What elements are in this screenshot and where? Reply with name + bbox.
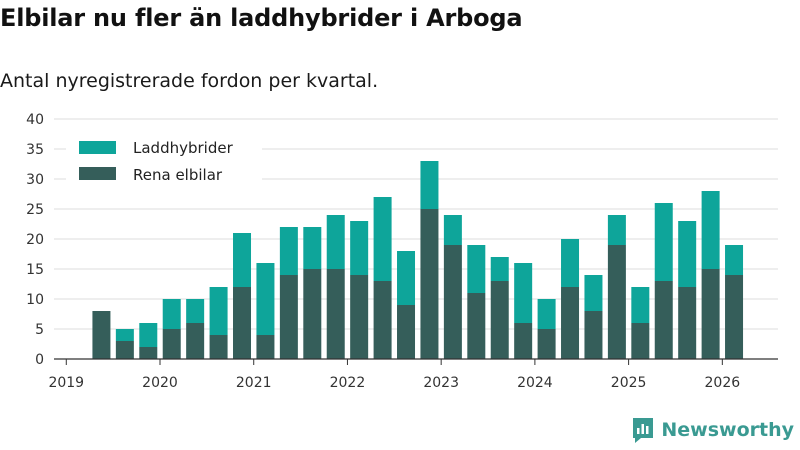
x-tick-label: 2024 <box>517 375 553 391</box>
brand-name: Newsworthy <box>661 419 794 441</box>
bar-rena-elbilar <box>397 305 416 359</box>
bar-rena-elbilar <box>92 311 111 359</box>
bar-rena-elbilar <box>654 281 673 359</box>
bar-rena-elbilar <box>303 269 322 359</box>
bar-laddhybrider <box>397 251 416 305</box>
bar-laddhybrider <box>490 257 509 281</box>
y-tick-label: 5 <box>35 322 44 338</box>
bar-rena-elbilar <box>233 287 252 359</box>
bar-rena-elbilar <box>607 245 626 359</box>
y-tick-label: 0 <box>35 352 44 368</box>
bar-laddhybrider <box>256 263 275 335</box>
x-tick-label: 2023 <box>423 375 459 391</box>
legend-label-laddhybrider: Laddhybrider <box>133 139 234 157</box>
bar-rena-elbilar <box>186 323 205 359</box>
legend-label-rena-elbilar: Rena elbilar <box>133 166 223 184</box>
brand-logo: Newsworthy <box>631 416 794 444</box>
x-tick-label: 2022 <box>330 375 366 391</box>
bar-laddhybrider <box>537 299 556 329</box>
bar-laddhybrider <box>115 329 134 341</box>
bar-laddhybrider <box>162 299 181 329</box>
bar-rena-elbilar <box>631 323 650 359</box>
bar-laddhybrider <box>139 323 158 347</box>
bar-laddhybrider <box>279 227 298 275</box>
bar-rena-elbilar <box>537 329 556 359</box>
bar-laddhybrider <box>303 227 322 269</box>
y-tick-label: 25 <box>26 202 44 218</box>
bar-rena-elbilar <box>701 269 720 359</box>
bar-rena-elbilar <box>279 275 298 359</box>
bar-rena-elbilar <box>420 209 439 359</box>
bar-rena-elbilar <box>326 269 345 359</box>
newsworthy-logo-icon <box>633 418 654 443</box>
bar-laddhybrider <box>350 221 369 275</box>
bar-rena-elbilar <box>725 275 744 359</box>
bar-laddhybrider <box>514 263 533 323</box>
bar-laddhybrider <box>725 245 744 275</box>
bar-laddhybrider <box>561 239 580 287</box>
bar-laddhybrider <box>701 191 720 269</box>
y-tick-label: 40 <box>26 112 44 128</box>
bar-rena-elbilar <box>115 341 134 359</box>
bar-rena-elbilar <box>350 275 369 359</box>
x-tick-label: 2021 <box>236 375 272 391</box>
bar-laddhybrider <box>607 215 626 245</box>
x-tick-label: 2020 <box>142 375 178 391</box>
chart-title: Elbilar nu fler än laddhybrider i Arboga <box>0 4 523 32</box>
bar-rena-elbilar <box>373 281 392 359</box>
bar-rena-elbilar <box>139 347 158 359</box>
bar-rena-elbilar <box>209 335 228 359</box>
x-tick-label: 2026 <box>705 375 741 391</box>
y-tick-label: 30 <box>26 172 44 188</box>
bar-laddhybrider <box>209 287 228 335</box>
bar-laddhybrider <box>233 233 252 287</box>
x-axis: 2019 2020 2021 2022 2023 2024 2025 2026 <box>48 358 778 391</box>
x-tick-label: 2019 <box>48 375 84 391</box>
bar-rena-elbilar <box>490 281 509 359</box>
bar-rena-elbilar <box>467 293 486 359</box>
bar-laddhybrider <box>584 275 603 311</box>
bar-laddhybrider <box>443 215 462 245</box>
bar-rena-elbilar <box>514 323 533 359</box>
legend: Laddhybrider Rena elbilar <box>66 127 262 187</box>
chart-subtitle: Antal nyregistrerade fordon per kvartal. <box>0 70 379 92</box>
bar-laddhybrider <box>654 203 673 281</box>
legend-swatch-laddhybrider <box>79 141 116 154</box>
bar-rena-elbilar <box>561 287 580 359</box>
legend-swatch-rena-elbilar <box>79 167 116 180</box>
y-tick-label: 20 <box>26 232 44 248</box>
bar-rena-elbilar <box>256 335 275 359</box>
y-tick-label: 35 <box>26 142 44 158</box>
bars <box>92 161 744 359</box>
y-tick-label: 15 <box>26 262 44 278</box>
bar-laddhybrider <box>373 197 392 281</box>
bar-laddhybrider <box>420 161 439 209</box>
bar-rena-elbilar <box>443 245 462 359</box>
y-tick-label: 10 <box>26 292 44 308</box>
bar-laddhybrider <box>631 287 650 323</box>
bar-rena-elbilar <box>678 287 697 359</box>
bar-laddhybrider <box>678 221 697 287</box>
bar-laddhybrider <box>186 299 205 323</box>
bar-rena-elbilar <box>584 311 603 359</box>
bar-laddhybrider <box>467 245 486 293</box>
bar-laddhybrider <box>326 215 345 269</box>
x-tick-label: 2025 <box>611 375 647 391</box>
bar-rena-elbilar <box>162 329 181 359</box>
y-axis-ticks: 0 5 10 15 20 25 30 35 40 <box>26 112 44 368</box>
